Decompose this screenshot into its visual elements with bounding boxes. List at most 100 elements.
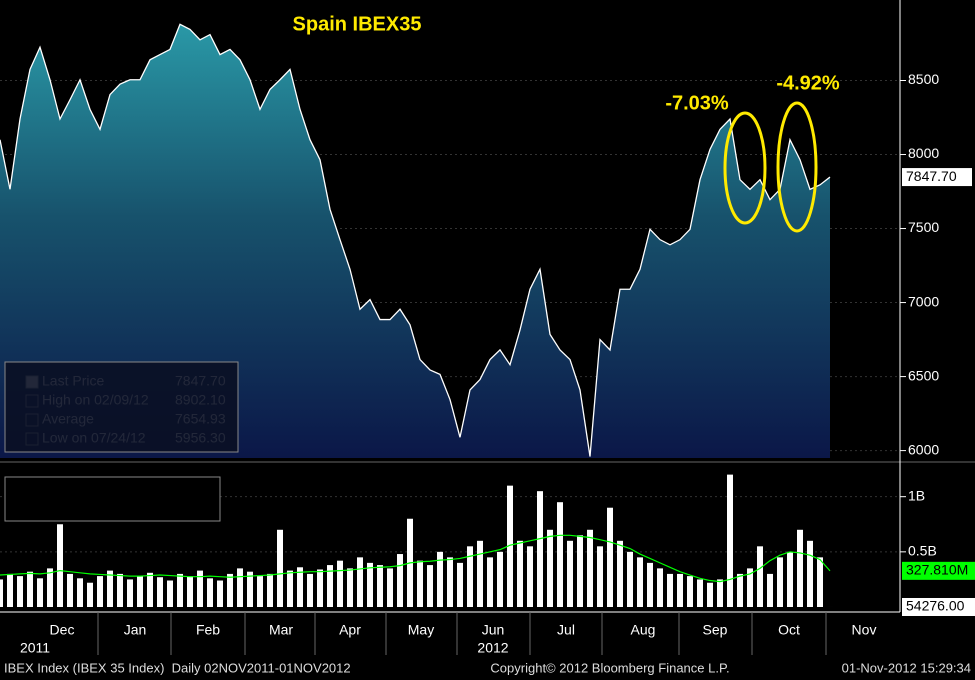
x-tick-label: Aug	[631, 622, 656, 638]
last-value-tag-text: 54276.00	[906, 598, 965, 614]
volume-bar	[477, 540, 483, 607]
volume-bar	[607, 507, 613, 607]
volume-bar	[287, 570, 293, 607]
volume-bar	[657, 568, 663, 607]
x-tick-label: Jan	[124, 622, 147, 638]
volume-bar	[167, 580, 173, 607]
volume-bar	[57, 524, 63, 607]
volume-bar	[257, 576, 263, 607]
volume-bar	[617, 540, 623, 607]
volume-bar	[267, 573, 273, 607]
volume-bar	[317, 569, 323, 607]
volume-bar	[47, 568, 53, 607]
volume-bar	[247, 571, 253, 607]
volume-bar	[767, 573, 773, 607]
volume-bar	[497, 551, 503, 607]
volume-bar	[527, 546, 533, 607]
volume-bar	[37, 578, 43, 607]
volume-bar	[447, 557, 453, 607]
volume-bar	[377, 565, 383, 607]
volume-bar	[457, 562, 463, 607]
volume-bar	[817, 557, 823, 607]
volume-bar	[637, 557, 643, 607]
volume-bar	[467, 546, 473, 607]
x-tick-label: Sep	[703, 622, 728, 638]
footer-center: Copyright© 2012 Bloomberg Finance L.P.	[490, 660, 729, 675]
x-tick-label: May	[408, 622, 434, 638]
volume-bar	[397, 554, 403, 607]
volume-bar	[327, 565, 333, 607]
volume-bar	[127, 579, 133, 607]
volume-bar	[787, 551, 793, 607]
volume-bar	[757, 546, 763, 607]
last-value-tag	[902, 561, 975, 580]
x-tick-label: Jul	[557, 622, 575, 638]
volume-bar	[297, 567, 303, 607]
volume-bar	[737, 573, 743, 607]
volume-bar	[107, 570, 113, 607]
volume-bar	[697, 579, 703, 607]
volume-bar	[577, 535, 583, 607]
y-tick-label: 8000	[908, 145, 939, 161]
volume-bar	[557, 502, 563, 607]
volume-bar	[27, 571, 33, 607]
volume-bar	[547, 529, 553, 607]
highlight-ellipse	[723, 111, 767, 225]
volume-bar	[667, 573, 673, 607]
volume-bar	[437, 551, 443, 607]
volume-bar	[157, 577, 163, 607]
price-line	[0, 23, 831, 457]
volume-bar	[487, 557, 493, 607]
volume-bar	[307, 573, 313, 607]
volume-bar	[417, 560, 423, 607]
y-tick-label: 0.5B	[908, 543, 937, 559]
volume-bar	[387, 568, 393, 607]
last-price-tag	[902, 168, 972, 187]
y-tick-label: 6500	[908, 367, 939, 383]
volume-bar	[507, 485, 513, 607]
volume-bar	[117, 573, 123, 607]
volume-bar	[797, 529, 803, 607]
last-value-tag	[902, 597, 975, 616]
volume-bar	[587, 529, 593, 607]
annotation: -4.92%	[776, 72, 840, 94]
volume-bar	[337, 560, 343, 607]
volume-bar	[597, 546, 603, 607]
y-tick-label: 1B	[908, 487, 925, 503]
volume-bar	[567, 540, 573, 607]
volume-bar	[77, 578, 83, 607]
volume-legend	[4, 476, 221, 522]
volume-bar	[197, 570, 203, 607]
x-tick-label: Dec	[50, 622, 75, 638]
volume-bar	[357, 557, 363, 607]
volume-panel: 0.5B1BVolume54276.0054276.00SMAVG (15)32…	[0, 474, 975, 616]
volume-bar	[0, 579, 3, 607]
volume-bar	[87, 582, 93, 607]
volume-bar	[137, 576, 143, 607]
highlight-ellipse	[776, 101, 818, 233]
chart-title: Spain IBEX35	[293, 13, 422, 35]
volume-bar	[237, 568, 243, 607]
volume-bar	[747, 568, 753, 607]
volume-bar	[677, 573, 683, 607]
volume-bar	[717, 579, 723, 607]
volume-bar	[727, 474, 733, 607]
volume-bar	[207, 578, 213, 607]
price-area	[0, 24, 830, 459]
volume-bar	[277, 529, 283, 607]
footer-right: 01-Nov-2012 15:29:34	[842, 660, 971, 675]
last-value-tag-text: 327.810M	[906, 562, 968, 578]
x-year-label: 2012	[477, 640, 508, 656]
volume-bar	[807, 540, 813, 607]
volume-bar	[517, 540, 523, 607]
x-tick-label: Apr	[339, 622, 361, 638]
y-tick-label: 7000	[908, 293, 939, 309]
volume-bar	[97, 576, 103, 607]
volume-bar	[627, 551, 633, 607]
volume-bar	[227, 573, 233, 607]
volume-bar	[187, 576, 193, 607]
x-tick-label: Oct	[778, 622, 800, 638]
x-year-label: 2011	[20, 640, 50, 656]
volume-bar	[67, 573, 73, 607]
